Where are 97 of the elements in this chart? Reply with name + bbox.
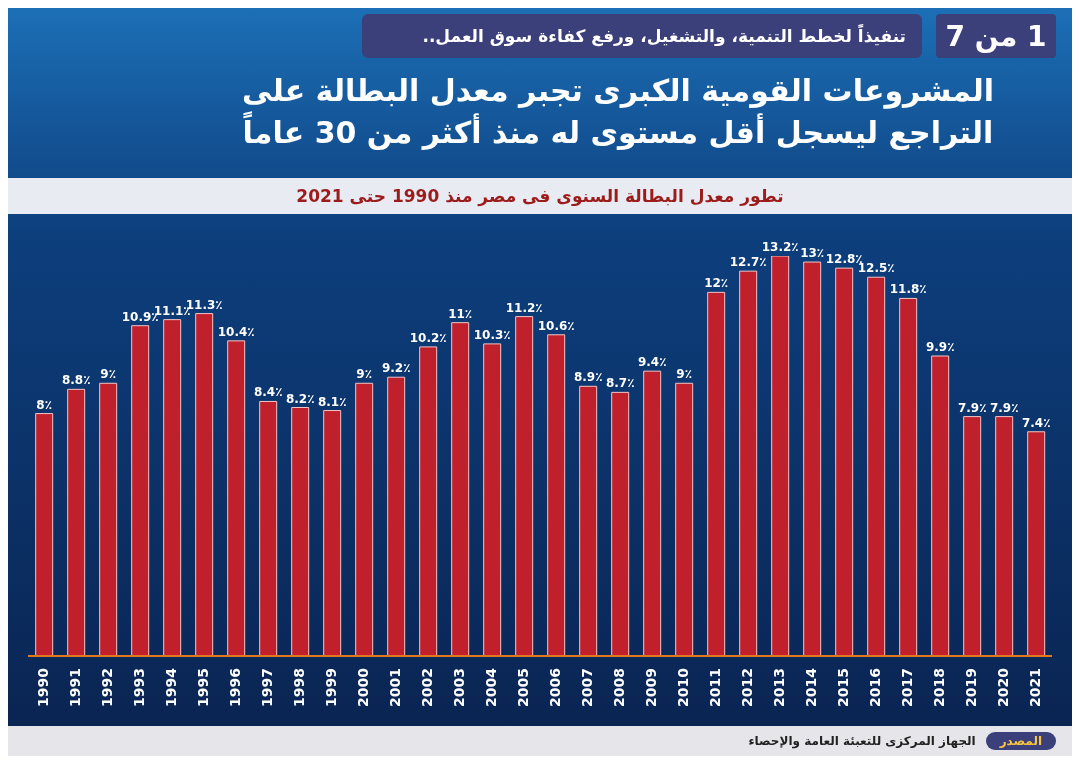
bar [579, 385, 598, 656]
x-tick-label: 2001 [386, 668, 403, 707]
data-label: 13.2٪ [761, 240, 799, 254]
x-tick-label: 2014 [802, 667, 819, 707]
bar [35, 413, 54, 656]
x-tick-label: 2021 [1026, 668, 1043, 707]
x-tick-label: 2000 [354, 667, 371, 707]
bar [515, 316, 534, 656]
bar [195, 313, 214, 656]
data-label: 7.4٪ [1021, 415, 1051, 430]
bar [291, 407, 310, 656]
x-tick-label: 2004 [482, 667, 499, 707]
bar [1027, 431, 1046, 656]
bar [131, 325, 150, 656]
bar [323, 410, 342, 656]
data-label: 10.2٪ [409, 330, 447, 345]
x-tick-label: 2008 [610, 668, 627, 707]
bar [483, 343, 502, 656]
bar [419, 346, 438, 656]
data-label: 9٪ [676, 367, 693, 382]
data-label: 7.9٪ [989, 400, 1019, 415]
bar [163, 319, 182, 656]
data-label: 9٪ [356, 367, 373, 382]
bar [547, 334, 566, 656]
x-tick-label: 2018 [930, 668, 947, 707]
data-label: 10.3٪ [473, 327, 511, 342]
text: الجهاز المركزى للتعبئة العامة والإحصاء [748, 734, 976, 748]
bar [739, 270, 758, 656]
x-tick-label: 2017 [898, 668, 915, 707]
bar [931, 355, 950, 656]
bar [451, 322, 470, 656]
bar [387, 376, 406, 656]
x-tick-label: 2007 [578, 668, 595, 707]
data-label: 10.6٪ [537, 318, 575, 333]
chart-title: المشروعات القومية الكبرى تجبر معدل البطالة على التراجع ليسجل أقل مستوى له منذ أكثر من 30 عاماً [241, 72, 995, 152]
bar [707, 291, 726, 656]
bar [771, 256, 790, 656]
x-tick-label: 2002 [418, 668, 435, 707]
bar [227, 340, 246, 656]
data-label: 8.9٪ [573, 370, 603, 385]
bar [259, 400, 278, 656]
x-tick-label: 1992 [98, 668, 115, 707]
data-label: 8.2٪ [285, 391, 315, 406]
bar [995, 416, 1014, 656]
x-tick-label: 2006 [546, 668, 563, 707]
bar [803, 261, 822, 656]
bar [963, 416, 982, 656]
x-tick-label: 2009 [642, 668, 659, 707]
x-tick-label: 1999 [322, 668, 339, 707]
bar [67, 388, 86, 656]
x-tick-label: 1997 [258, 668, 275, 707]
data-label: 8.4٪ [253, 385, 283, 400]
x-tick-label: 2016 [866, 668, 883, 707]
bar [867, 276, 886, 656]
x-tick-label: 2015 [834, 668, 851, 707]
text: 1 من 7 [936, 14, 1056, 58]
bar [675, 382, 694, 656]
data-label: 11.8٪ [889, 282, 927, 297]
bar [835, 267, 854, 656]
data-label: 8.1٪ [317, 394, 347, 409]
x-tick-label: 1995 [194, 668, 211, 707]
data-label: 13٪ [800, 246, 825, 261]
data-label: 8.7٪ [605, 376, 635, 391]
bar [899, 297, 918, 656]
x-tick-label: 2020 [994, 667, 1011, 707]
bar [355, 382, 374, 656]
x-tick-label: 1993 [130, 668, 147, 707]
chart-subtitle: تطور معدل البطالة السنوى فى مصر منذ 1990 حتى 2021 [8, 178, 1072, 214]
x-tick-label: 1996 [226, 668, 243, 707]
data-label: 10.4٪ [217, 324, 255, 339]
x-tick-label: 1994 [162, 667, 179, 707]
bar [643, 370, 662, 656]
x-tick-label: 2005 [514, 668, 531, 707]
data-label: 7.9٪ [957, 400, 987, 415]
x-tick-label: 1998 [290, 668, 307, 707]
data-label: 11.2٪ [505, 300, 543, 315]
data-label: 8٪ [36, 397, 53, 412]
text: تنفيذاً لخطط التنمية، والتشغيل، ورفع كفاءة سوق العمل.. [362, 14, 922, 58]
data-label: 11٪ [448, 306, 473, 321]
x-tick-label: 2019 [962, 668, 979, 707]
data-label: 12٪ [704, 276, 729, 291]
bar [611, 391, 630, 656]
data-label: 9.2٪ [381, 361, 411, 376]
data-label: 8.8٪ [61, 373, 91, 388]
x-tick-label: 2003 [450, 668, 467, 707]
x-tick-label: 2013 [770, 668, 787, 707]
data-label: 12.7٪ [729, 255, 767, 270]
x-tick-label: 1990 [34, 667, 51, 707]
x-tick-label: 2010 [674, 667, 691, 707]
text: المصدر [985, 732, 1056, 750]
bar [99, 382, 118, 656]
x-tick-label: 2011 [706, 668, 723, 707]
data-label: 9.4٪ [637, 355, 667, 370]
data-label: 9.9٪ [925, 340, 955, 354]
data-label: 9٪ [100, 367, 117, 382]
x-tick-label: 1991 [66, 668, 83, 707]
x-tick-label: 2012 [738, 668, 755, 707]
